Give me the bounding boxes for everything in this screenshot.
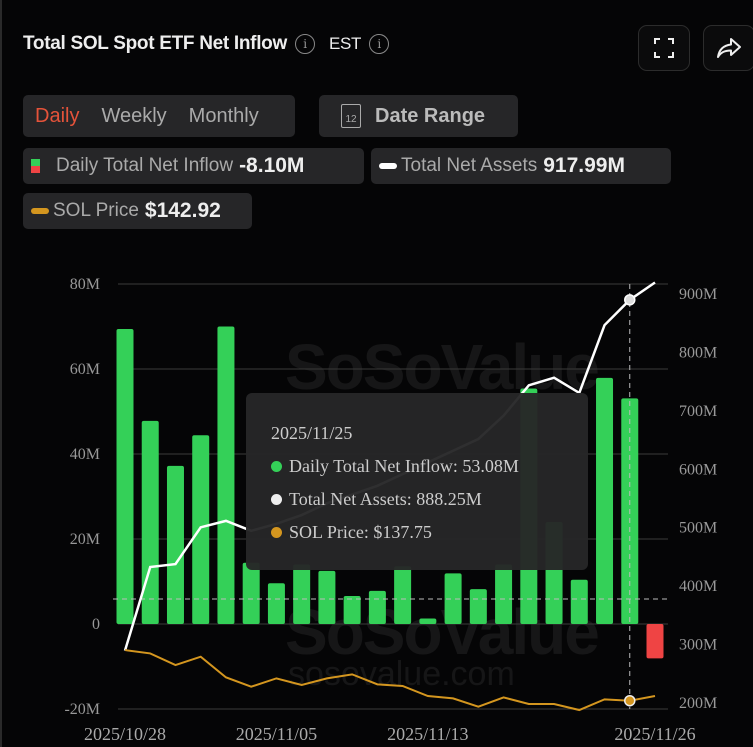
tooltip-inflow: Daily Total Net Inflow: 53.08M [289,456,519,476]
calendar-icon: 12 [341,104,361,128]
y-tick-label-right: 700M [679,403,717,420]
x-tick-label: 2025/10/28 [84,724,166,744]
bar [293,564,311,624]
fullscreen-button[interactable] [638,25,690,71]
x-tick-label: 2025/11/05 [236,724,317,744]
bar [141,420,159,624]
inflow-swatch-icon [31,159,40,173]
watermark-logo: SoSoValue [285,331,600,403]
page-title: Total SOL Spot ETF Net Inflow [23,33,287,54]
y-tick-label-left: 60M [70,361,100,378]
price-point-marker [624,694,636,707]
assets-swatch-icon [379,163,397,169]
x-tick-label: 2025/11/26 [614,724,695,744]
bar [646,624,664,659]
bar [596,377,614,624]
y-tick-label-left: -20M [64,701,100,718]
date-range-button[interactable]: 12 Date Range [319,95,518,137]
timezone-label: EST [328,34,362,53]
info-icon[interactable]: i [294,34,315,54]
tab-monthly[interactable]: Monthly [188,104,259,127]
price-swatch-icon [31,208,49,214]
y-tick-label-left: 80M [70,276,100,293]
date-range-label: Date Range [375,104,486,127]
price-line [124,649,656,712]
fullscreen-icon [654,38,674,58]
share-icon [717,38,741,58]
price-dot-icon [271,527,282,538]
bar [192,435,210,624]
y-tick-label-left: 20M [70,531,100,548]
info-icon[interactable]: i [369,34,390,54]
legend-inflow-label: Daily Total Net Inflow [56,155,234,176]
bar [343,595,361,624]
bar [318,570,336,624]
legend-assets-label: Total Net Assets [401,155,538,176]
legend-assets[interactable]: Total Net Assets 917.99M [371,148,671,184]
tooltip: 2025/11/25 Daily Total Net Inflow: 53.08… [246,393,588,570]
legend-price-value: $142.92 [144,199,221,222]
y-tick-label-right: 200M [679,695,717,712]
interval-tabs: Daily Weekly Monthly [23,95,295,137]
bar [116,329,134,624]
bar [166,465,184,624]
legend-assets-value: 917.99M [543,154,625,177]
y-tick-label-right: 400M [679,578,717,595]
tab-weekly[interactable]: Weekly [101,104,167,127]
tab-daily[interactable]: Daily [35,104,80,127]
assets-dot-icon [271,494,282,505]
share-button[interactable] [703,25,753,71]
legend-inflow-value: -8.10M [239,154,305,177]
bar [217,326,235,624]
y-tick-label-right: 500M [679,520,717,537]
y-tick-label-right: 600M [679,461,717,478]
y-tick-label-left: 0 [92,616,100,633]
tooltip-price: SOL Price: $137.75 [289,522,432,542]
chart-header: Total SOL Spot ETF Net Inflow i EST i [23,33,390,55]
y-tick-label-right: 300M [679,637,717,654]
bar [469,589,487,624]
bar [368,590,386,624]
inflow-dot-icon [271,461,282,472]
bar [495,564,513,624]
y-tick-label-left: 40M [70,446,100,463]
tooltip-assets: Total Net Assets: 888.25M [289,489,482,509]
y-tick-label-right: 800M [679,344,717,361]
tooltip-date: 2025/11/25 [271,423,353,443]
legend-inflow[interactable]: Daily Total Net Inflow -8.10M [23,148,364,184]
assets-point-marker [624,294,636,306]
bar [419,618,437,624]
bar [570,579,588,624]
panel-border [0,0,2,747]
bar [394,566,412,624]
bar [267,583,285,624]
x-tick-label: 2025/11/13 [387,724,468,744]
bar [444,573,462,624]
legend-price[interactable]: SOL Price $142.92 [23,193,252,229]
y-tick-label-right: 900M [679,286,717,303]
legend-price-label: SOL Price [53,200,139,221]
bar [242,562,260,624]
